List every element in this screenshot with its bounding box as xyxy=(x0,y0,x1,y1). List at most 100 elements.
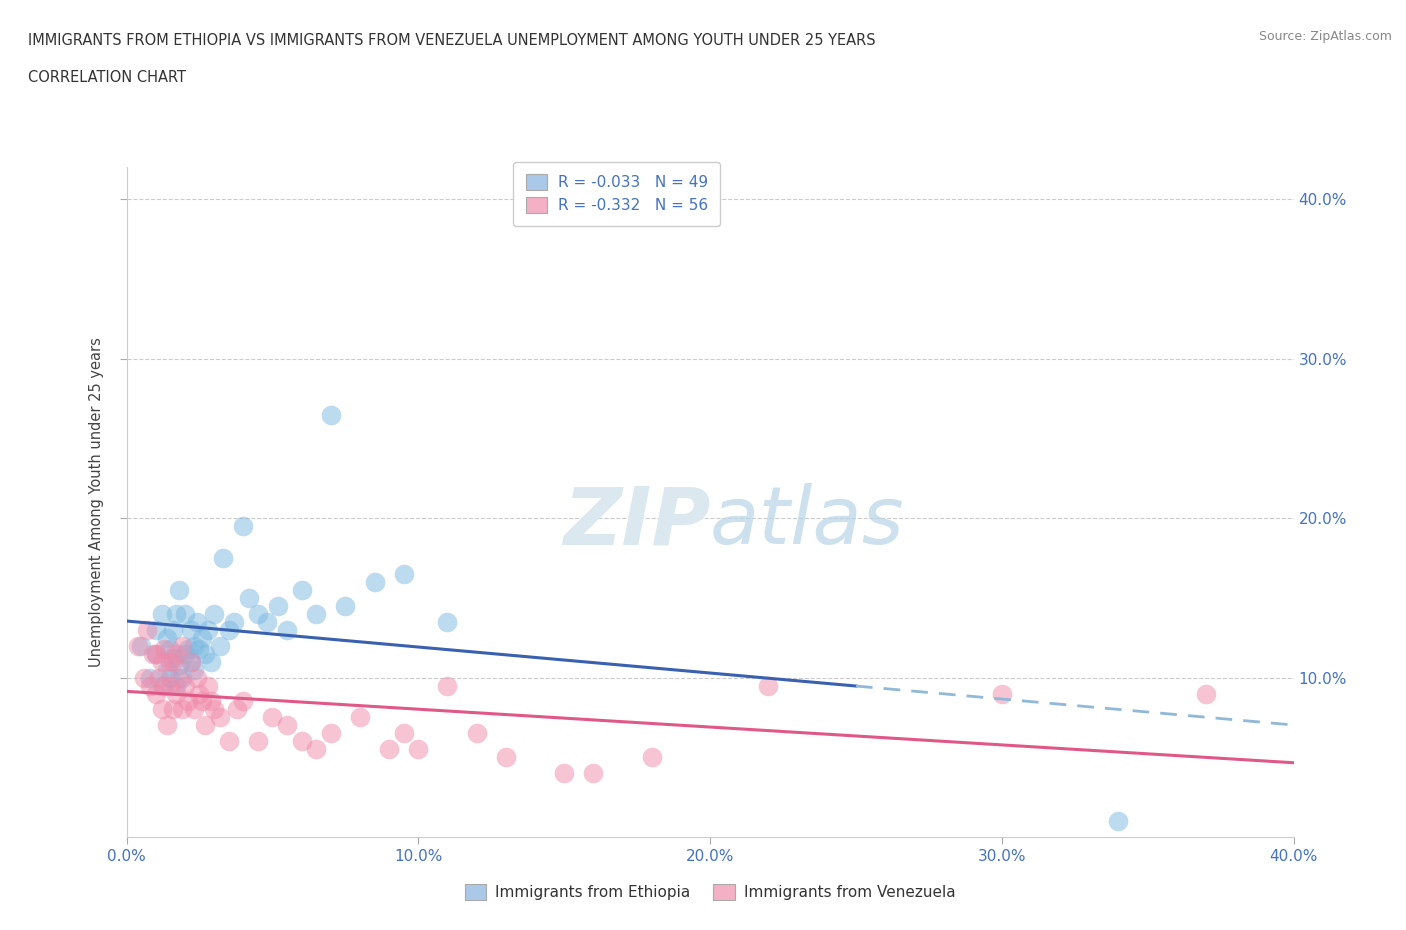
Point xyxy=(136,622,159,637)
Point xyxy=(167,671,190,685)
Point xyxy=(208,638,231,653)
Point xyxy=(224,615,246,630)
Point xyxy=(170,671,193,685)
Point xyxy=(162,622,184,637)
Point xyxy=(290,582,312,597)
Point xyxy=(465,726,488,741)
Point xyxy=(232,694,254,709)
Point xyxy=(162,654,184,669)
Point xyxy=(139,678,162,693)
Point xyxy=(156,631,179,645)
Point xyxy=(159,671,181,685)
Point xyxy=(145,646,167,661)
Point xyxy=(194,646,217,661)
Point xyxy=(162,702,184,717)
Point xyxy=(183,638,205,653)
Point xyxy=(150,654,173,669)
Point xyxy=(436,615,458,630)
Point xyxy=(180,654,202,669)
Legend: Immigrants from Ethiopia, Immigrants from Venezuela: Immigrants from Ethiopia, Immigrants fro… xyxy=(458,878,962,907)
Point xyxy=(145,646,167,661)
Point xyxy=(162,651,184,666)
Point xyxy=(202,702,225,717)
Point xyxy=(392,726,415,741)
Point xyxy=(246,606,269,621)
Point xyxy=(495,750,517,764)
Point xyxy=(194,718,217,733)
Point xyxy=(150,702,173,717)
Point xyxy=(188,686,211,701)
Point xyxy=(276,622,298,637)
Point xyxy=(392,566,415,581)
Point xyxy=(246,734,269,749)
Point xyxy=(174,606,197,621)
Point xyxy=(238,591,260,605)
Point xyxy=(165,646,187,661)
Point xyxy=(142,646,165,661)
Point xyxy=(290,734,312,749)
Point xyxy=(159,642,181,657)
Point xyxy=(262,710,284,724)
Point xyxy=(150,678,173,693)
Point xyxy=(640,750,664,764)
Point xyxy=(167,582,190,597)
Point xyxy=(276,718,298,733)
Point xyxy=(186,671,208,685)
Point xyxy=(436,678,458,693)
Text: ZIP: ZIP xyxy=(562,484,710,562)
Point xyxy=(1195,686,1218,701)
Point xyxy=(197,678,219,693)
Point xyxy=(132,671,155,685)
Point xyxy=(756,678,779,693)
Point xyxy=(319,407,342,422)
Point xyxy=(170,702,193,717)
Text: Source: ZipAtlas.com: Source: ZipAtlas.com xyxy=(1258,30,1392,43)
Y-axis label: Unemployment Among Youth under 25 years: Unemployment Among Youth under 25 years xyxy=(89,338,104,667)
Point xyxy=(180,622,202,637)
Point xyxy=(177,694,200,709)
Point xyxy=(188,642,211,657)
Point xyxy=(180,654,202,669)
Point xyxy=(218,734,240,749)
Point xyxy=(165,686,187,701)
Point xyxy=(148,671,170,685)
Point xyxy=(153,642,176,657)
Text: IMMIGRANTS FROM ETHIOPIA VS IMMIGRANTS FROM VENEZUELA UNEMPLOYMENT AMONG YOUTH U: IMMIGRANTS FROM ETHIOPIA VS IMMIGRANTS F… xyxy=(28,33,876,47)
Point xyxy=(197,622,219,637)
Point xyxy=(159,654,181,669)
Point xyxy=(183,702,205,717)
Point xyxy=(256,615,278,630)
Point xyxy=(153,678,176,693)
Point xyxy=(305,742,328,757)
Point xyxy=(129,638,152,653)
Point xyxy=(156,662,179,677)
Point xyxy=(582,765,605,780)
Point xyxy=(200,694,222,709)
Point xyxy=(174,678,197,693)
Point xyxy=(349,710,371,724)
Point xyxy=(335,598,357,613)
Point xyxy=(378,742,401,757)
Point xyxy=(191,631,214,645)
Point xyxy=(408,742,430,757)
Point xyxy=(165,678,187,693)
Point xyxy=(202,606,225,621)
Point xyxy=(305,606,328,621)
Point xyxy=(156,718,179,733)
Point xyxy=(553,765,575,780)
Point xyxy=(186,615,208,630)
Point xyxy=(167,658,190,672)
Point xyxy=(200,654,222,669)
Text: CORRELATION CHART: CORRELATION CHART xyxy=(28,70,186,85)
Point xyxy=(183,662,205,677)
Point xyxy=(990,686,1012,701)
Point xyxy=(145,622,167,637)
Point xyxy=(170,638,193,653)
Point xyxy=(226,702,249,717)
Point xyxy=(145,686,167,701)
Point xyxy=(1108,814,1130,829)
Point xyxy=(232,519,254,534)
Point xyxy=(165,606,187,621)
Point xyxy=(211,551,233,565)
Point xyxy=(174,646,197,661)
